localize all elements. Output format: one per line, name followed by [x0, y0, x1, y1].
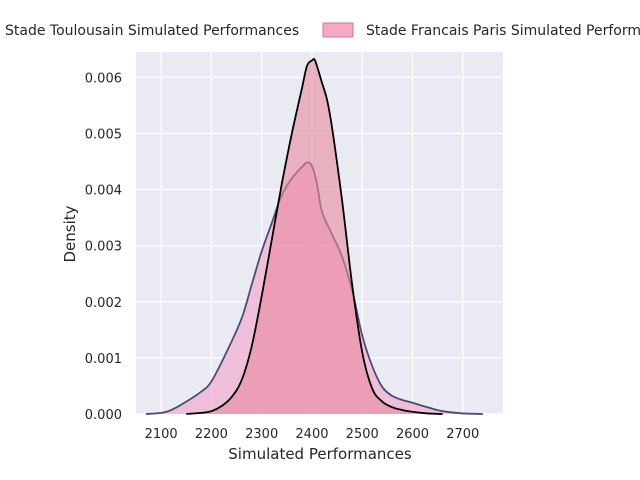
density-fill-series-2 — [186, 58, 443, 414]
x-tick-label: 2500 — [346, 427, 379, 442]
y-tick-label: 0.003 — [85, 240, 122, 255]
y-tick-label: 0.002 — [85, 296, 122, 311]
y-tick-label: 0.006 — [85, 71, 122, 86]
legend-swatch-series-2 — [322, 22, 354, 38]
y-tick-label: 0.005 — [85, 127, 122, 142]
density-line-series-2 — [186, 58, 443, 415]
x-tick-label: 2400 — [295, 427, 328, 442]
legend-label-series-2: Stade Francais Paris Simulated Performan… — [366, 23, 640, 39]
y-tick-label: 0.004 — [85, 184, 122, 199]
density-areas — [145, 58, 483, 415]
y-axis-label: Density — [61, 205, 79, 262]
legend: Stade Toulousain Simulated Performances … — [5, 22, 640, 39]
x-tick-label: 2600 — [396, 427, 429, 442]
y-tick-label: 0.000 — [85, 408, 122, 423]
x-tick-label: 2700 — [446, 427, 479, 442]
y-axis: 0.000 0.001 0.002 0.003 0.004 0.005 0.006 — [85, 71, 122, 423]
x-tick-label: 2300 — [245, 427, 278, 442]
x-axis: 2100 2200 2300 2400 2500 2600 2700 — [145, 427, 480, 442]
x-tick-label: 2100 — [145, 427, 178, 442]
x-tick-label: 2200 — [195, 427, 228, 442]
y-tick-label: 0.001 — [85, 352, 122, 367]
x-axis-label: Simulated Performances — [228, 445, 412, 463]
legend-label-series-1: Stade Toulousain Simulated Performances — [5, 23, 299, 39]
